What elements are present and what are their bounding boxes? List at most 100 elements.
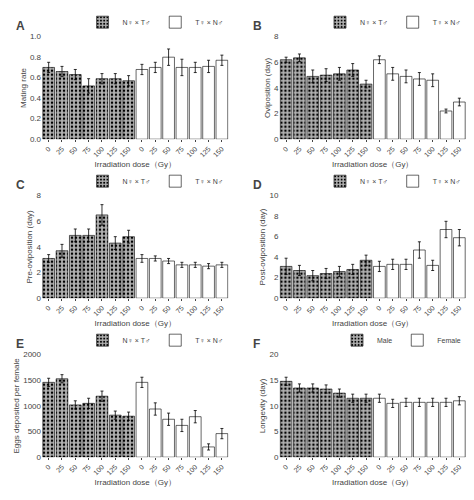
svg-text:F: F (253, 337, 260, 351)
svg-text:100: 100 (329, 463, 342, 476)
svg-text:125: 125 (436, 304, 449, 317)
svg-text:50: 50 (399, 145, 410, 156)
svg-text:Oviposition (day): Oviposition (day) (263, 58, 272, 118)
svg-text:150: 150 (212, 304, 225, 317)
svg-text:0: 0 (274, 294, 279, 303)
svg-text:0: 0 (375, 304, 383, 312)
svg-text:0: 0 (375, 463, 383, 471)
svg-text:6: 6 (274, 232, 279, 241)
svg-text:75: 75 (81, 304, 92, 315)
svg-text:75: 75 (175, 304, 186, 315)
svg-text:125: 125 (105, 304, 118, 317)
svg-text:A: A (16, 19, 25, 33)
svg-text:N♀ × T♂: N♀ × T♂ (123, 178, 151, 185)
svg-text:25: 25 (292, 463, 303, 474)
svg-text:Irradiation dose（Gy）: Irradiation dose（Gy） (332, 319, 413, 328)
svg-text:0: 0 (37, 294, 42, 303)
svg-text:8: 8 (37, 191, 42, 200)
svg-text:5: 5 (274, 427, 279, 436)
svg-text:2: 2 (274, 273, 279, 282)
svg-text:75: 75 (319, 463, 330, 474)
svg-text:75: 75 (412, 304, 423, 315)
svg-text:T♀ × N♂: T♀ × N♂ (195, 19, 223, 26)
svg-text:125: 125 (199, 304, 212, 317)
svg-text:Irradiation dose（Gy）: Irradiation dose（Gy） (95, 160, 176, 169)
svg-text:75: 75 (412, 463, 423, 474)
svg-text:Male: Male (377, 337, 392, 344)
svg-text:50: 50 (305, 463, 316, 474)
svg-text:2000: 2000 (23, 350, 41, 359)
svg-text:T♀ × N♂: T♀ × N♂ (433, 178, 461, 185)
svg-text:100: 100 (92, 463, 105, 476)
svg-text:50: 50 (161, 463, 172, 474)
svg-text:0: 0 (44, 463, 52, 471)
svg-text:N♀ × T♂: N♀ × T♂ (123, 337, 151, 344)
svg-text:Mating rate: Mating rate (19, 67, 28, 108)
svg-text:50: 50 (305, 304, 316, 315)
svg-text:0.8: 0.8 (30, 53, 42, 62)
svg-text:0: 0 (137, 304, 145, 312)
svg-text:0: 0 (137, 145, 145, 153)
svg-text:25: 25 (292, 304, 303, 315)
svg-text:Irradiation dose（Gy）: Irradiation dose（Gy） (332, 478, 413, 487)
svg-text:125: 125 (343, 145, 356, 158)
svg-text:150: 150 (356, 463, 369, 476)
svg-text:125: 125 (436, 463, 449, 476)
svg-text:E: E (16, 337, 24, 351)
svg-text:8: 8 (274, 32, 279, 41)
svg-text:150: 150 (449, 304, 462, 317)
svg-text:20: 20 (270, 350, 279, 359)
svg-text:500: 500 (28, 427, 42, 436)
svg-text:25: 25 (385, 304, 396, 315)
svg-text:Post-oviposition (day): Post-oviposition (day) (258, 208, 267, 285)
svg-text:0: 0 (282, 463, 290, 471)
svg-text:150: 150 (119, 304, 132, 317)
svg-text:4: 4 (274, 84, 279, 93)
svg-text:100: 100 (329, 145, 342, 158)
svg-text:0.2: 0.2 (30, 114, 42, 123)
svg-text:125: 125 (105, 145, 118, 158)
svg-text:100: 100 (185, 304, 198, 317)
svg-text:Irradiation dose（Gy）: Irradiation dose（Gy） (95, 478, 176, 487)
svg-text:25: 25 (385, 463, 396, 474)
svg-text:0: 0 (44, 145, 52, 153)
svg-text:C: C (16, 178, 25, 192)
svg-text:25: 25 (148, 463, 159, 474)
svg-text:125: 125 (199, 145, 212, 158)
svg-text:100: 100 (185, 463, 198, 476)
svg-text:150: 150 (356, 145, 369, 158)
svg-text:6: 6 (37, 217, 42, 226)
svg-text:75: 75 (319, 304, 330, 315)
svg-text:150: 150 (212, 463, 225, 476)
svg-text:75: 75 (81, 463, 92, 474)
svg-text:N♀ × T♂: N♀ × T♂ (123, 19, 151, 26)
svg-text:25: 25 (55, 145, 66, 156)
svg-text:150: 150 (119, 463, 132, 476)
svg-text:10: 10 (270, 191, 279, 200)
svg-text:0.0: 0.0 (30, 135, 42, 144)
svg-text:Pre-oviposition (day): Pre-oviposition (day) (25, 210, 34, 284)
svg-text:75: 75 (319, 145, 330, 156)
svg-text:T♀ × N♂: T♀ × N♂ (433, 19, 461, 26)
svg-text:50: 50 (161, 304, 172, 315)
svg-text:D: D (253, 178, 262, 192)
svg-text:1000: 1000 (23, 402, 41, 411)
svg-text:0: 0 (274, 135, 279, 144)
svg-text:100: 100 (185, 145, 198, 158)
svg-text:50: 50 (161, 145, 172, 156)
svg-text:15: 15 (270, 376, 279, 385)
svg-text:75: 75 (175, 145, 186, 156)
svg-text:2: 2 (37, 268, 42, 277)
svg-text:N♀ × T♂: N♀ × T♂ (360, 178, 388, 185)
svg-text:0: 0 (137, 463, 145, 471)
svg-text:N♀ × T♂: N♀ × T♂ (360, 19, 388, 26)
svg-text:50: 50 (305, 145, 316, 156)
svg-text:25: 25 (148, 304, 159, 315)
svg-text:125: 125 (436, 145, 449, 158)
svg-text:1.0: 1.0 (30, 32, 42, 41)
svg-text:125: 125 (105, 463, 118, 476)
svg-text:1500: 1500 (23, 376, 41, 385)
svg-text:125: 125 (343, 463, 356, 476)
svg-text:0: 0 (282, 304, 290, 312)
svg-text:Eggs deposited per female: Eggs deposited per female (12, 358, 21, 454)
